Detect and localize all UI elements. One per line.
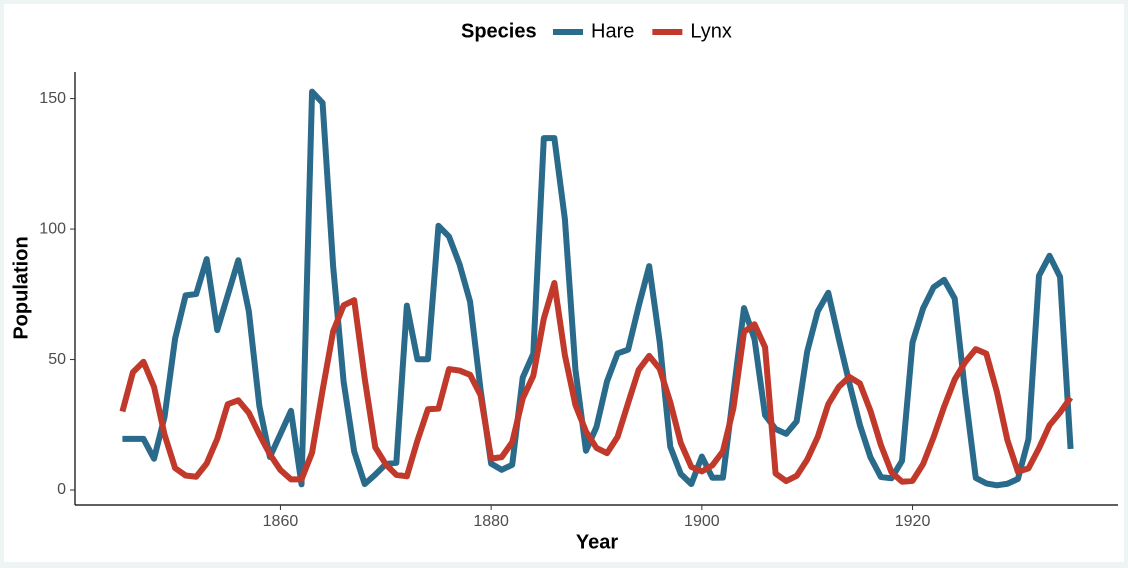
line-series: [122, 88, 1074, 489]
panel: [4, 4, 1124, 562]
y-tick-label: 150: [39, 90, 66, 107]
legend-title: Species: [461, 20, 537, 42]
y-tick-label: 0: [57, 481, 66, 498]
line-series: [119, 279, 1074, 485]
x-tick-label: 1860: [263, 513, 299, 530]
x-tick-label: 1880: [473, 513, 509, 530]
legend: Species Hare Lynx: [461, 20, 732, 42]
y-tick-label: 100: [39, 220, 66, 237]
y-axis-title: Population: [10, 236, 32, 339]
legend-label: Lynx: [690, 20, 732, 42]
legend-label: Hare: [591, 20, 634, 42]
y-tick-label: 50: [48, 351, 66, 368]
x-axis-title: Year: [576, 531, 618, 553]
x-tick-label: 1900: [684, 513, 720, 530]
x-tick-label: 1920: [895, 513, 931, 530]
